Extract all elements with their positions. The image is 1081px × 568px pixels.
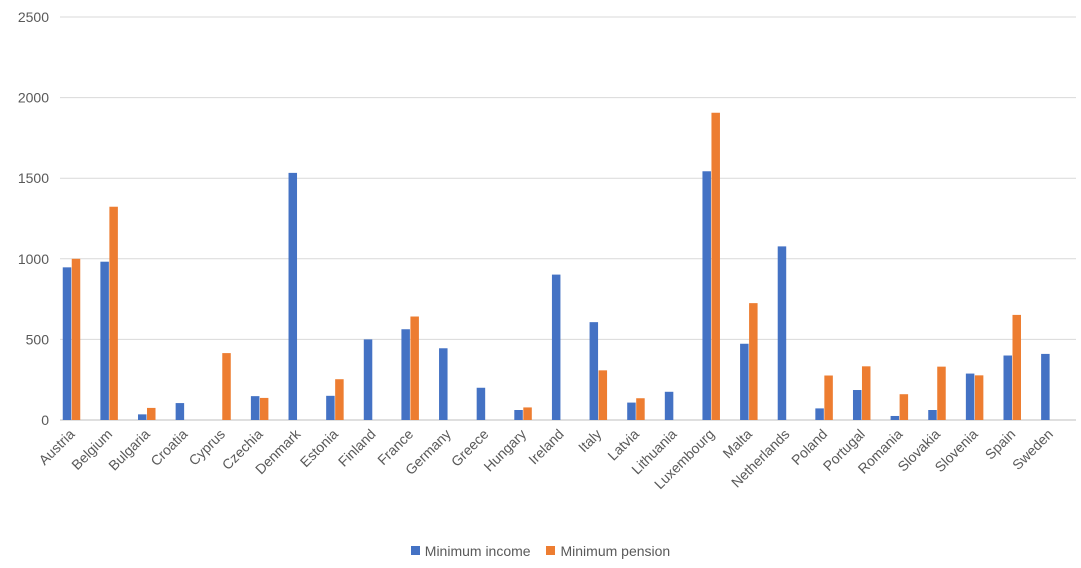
bar-minimum-income-estonia — [326, 395, 335, 420]
bar-minimum-income-spain — [1003, 355, 1012, 420]
legend-label-minimum-pension: Minimum pension — [560, 542, 671, 559]
x-axis-ticks: AustriaBelgiumBulgariaCroatiaCyprusCzech… — [35, 425, 1055, 492]
bar-minimum-pension-hungary — [523, 407, 532, 420]
bar-minimum-pension-malta — [749, 303, 758, 420]
bar-minimum-income-italy — [589, 322, 599, 420]
bar-minimum-income-finland — [363, 339, 373, 420]
legend-swatch-minimum-pension — [546, 546, 556, 555]
legend-label-minimum-income: Minimum income — [424, 542, 531, 559]
bar-minimum-income-belgium — [100, 261, 109, 420]
bar-minimum-income-czechia — [250, 396, 260, 420]
bar-minimum-income-portugal — [852, 390, 862, 420]
bar-minimum-income-hungary — [514, 410, 523, 420]
y-tick-label: 1500 — [18, 170, 49, 186]
bar-minimum-pension-bulgaria — [147, 407, 156, 420]
bar-minimum-income-germany — [439, 348, 448, 420]
x-tick-label-estonia: Estonia — [297, 426, 341, 470]
bar-minimum-income-france — [401, 329, 410, 420]
x-tick-label-bulgaria: Bulgaria — [105, 426, 153, 474]
bar-minimum-income-slovenia — [965, 373, 975, 420]
x-tick-label-italy: Italy — [575, 426, 604, 455]
bar-minimum-pension-italy — [598, 370, 608, 420]
y-tick-label: 500 — [26, 331, 50, 347]
bar-minimum-income-netherlands — [777, 246, 787, 420]
bar-minimum-income-malta — [740, 343, 749, 420]
bar-minimum-income-luxembourg — [702, 171, 711, 420]
legend-item-minimum-income: Minimum income — [410, 542, 531, 559]
bar-minimum-pension-austria — [71, 258, 81, 420]
y-axis-ticks: 0 500 1000 1500 2000 2500 — [18, 9, 49, 428]
y-tick-label: 1000 — [18, 251, 49, 267]
bar-minimum-pension-estonia — [335, 379, 344, 420]
bar-minimum-income-austria — [62, 267, 72, 420]
bar-minimum-pension-latvia — [636, 398, 645, 420]
legend: Minimum income Minimum pension — [0, 542, 1081, 559]
bar-minimum-income-greece — [476, 387, 486, 420]
bar-minimum-pension-poland — [824, 375, 833, 420]
x-tick-label-hungary: Hungary — [480, 426, 529, 475]
x-tick-label-croatia: Croatia — [147, 426, 190, 469]
bar-minimum-income-croatia — [175, 403, 185, 420]
bar-minimum-income-ireland — [551, 274, 561, 420]
bar-minimum-pension-spain — [1012, 314, 1021, 420]
y-tick-label: 2000 — [18, 90, 49, 106]
bar-minimum-income-sweden — [1041, 353, 1050, 420]
bar-minimum-income-romania — [890, 415, 900, 420]
bar-minimum-income-poland — [815, 408, 824, 420]
bar-minimum-pension-luxembourg — [711, 112, 720, 420]
bars — [62, 112, 1050, 420]
bar-minimum-pension-france — [410, 316, 419, 420]
x-tick-label-ireland: Ireland — [525, 426, 567, 468]
bar-minimum-pension-portugal — [861, 366, 871, 420]
y-tick-label: 2500 — [18, 9, 49, 25]
gridlines — [60, 16, 1076, 421]
bar-minimum-pension-slovenia — [974, 375, 984, 420]
y-tick-label: 0 — [41, 412, 49, 428]
x-tick-label-finland: Finland — [335, 426, 379, 470]
bar-minimum-income-slovakia — [928, 410, 937, 420]
bar-minimum-pension-romania — [899, 394, 909, 420]
bar-minimum-income-bulgaria — [138, 414, 147, 420]
legend-swatch-minimum-income — [410, 546, 420, 555]
bar-minimum-pension-slovakia — [937, 366, 946, 420]
bar-minimum-pension-cyprus — [222, 353, 231, 420]
bar-minimum-income-lithuania — [664, 391, 674, 420]
bar-minimum-pension-czechia — [259, 397, 269, 420]
bar-minimum-pension-belgium — [109, 206, 118, 420]
bar-minimum-income-latvia — [627, 402, 636, 420]
legend-item-minimum-pension: Minimum pension — [546, 543, 670, 559]
x-tick-label-sweden: Sweden — [1009, 426, 1056, 473]
bar-minimum-income-denmark — [288, 172, 298, 420]
